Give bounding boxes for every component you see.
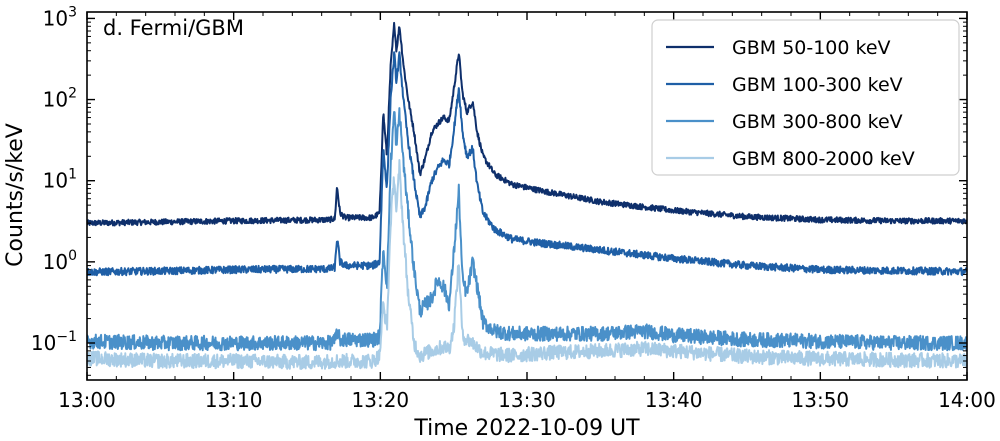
y-tick-label: 103 <box>43 4 77 30</box>
x-tick-label: 13:10 <box>205 388 263 412</box>
series-line-3 <box>87 107 967 352</box>
x-tick-label: 14:00 <box>938 388 996 412</box>
y-tick-label: 102 <box>43 86 77 112</box>
x-tick-label: 13:40 <box>645 388 703 412</box>
x-tick-label: 13:00 <box>58 388 116 412</box>
legend: GBM 50-100 keV GBM 100-300 keV GBM 300-800… <box>651 19 960 176</box>
legend-label: GBM 800-2000 keV <box>732 148 915 170</box>
legend-label: GBM 100-300 keV <box>732 74 903 96</box>
x-axis-title: Time 2022-10-09 UT <box>413 416 640 441</box>
legend-label: GBM 50-100 keV <box>732 37 891 59</box>
legend-box <box>651 19 960 176</box>
y-tick-label: 10−1 <box>31 329 77 355</box>
x-tick-label: 13:30 <box>498 388 556 412</box>
series-line-2 <box>87 51 967 277</box>
series-line-1 <box>87 21 967 227</box>
x-tick-label: 13:50 <box>792 388 850 412</box>
y-tick-label: 101 <box>43 167 77 193</box>
x-tick-label: 13:20 <box>352 388 410 412</box>
legend-label: GBM 300-800 keV <box>732 111 903 133</box>
series-line-4 <box>87 159 967 370</box>
y-tick-label: 100 <box>43 248 77 274</box>
panel-label: d. Fermi/GBM <box>103 16 244 40</box>
y-axis-title: Counts/s/keV <box>3 123 28 267</box>
